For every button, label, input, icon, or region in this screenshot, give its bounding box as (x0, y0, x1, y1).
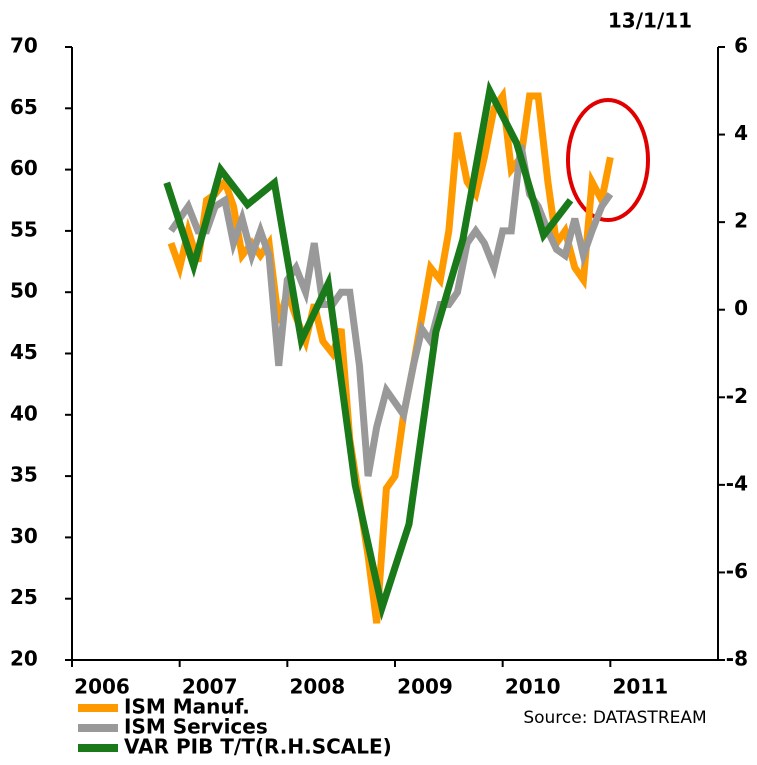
y-tick-label: 50 (10, 279, 38, 303)
legend-label: ISM Manuf. (124, 695, 250, 719)
y-tick-label: 40 (10, 401, 38, 425)
y-tick-label: 25 (10, 585, 38, 609)
y2-tick-label: 6 (734, 34, 748, 58)
x-tick-label: 2009 (397, 675, 453, 699)
legend-label: VAR PIB T/T(R.H.SCALE) (124, 735, 392, 759)
y-tick-label: 65 (10, 95, 38, 119)
x-tick-label: 2007 (182, 675, 238, 699)
y-tick-label: 20 (10, 647, 38, 671)
y2-tick-label: 0 (734, 296, 748, 320)
x-tick-label: 2006 (74, 675, 130, 699)
date-label: 13/1/11 (608, 9, 692, 33)
y-tick-label: 70 (10, 34, 38, 58)
x-tick-label: 2011 (612, 675, 668, 699)
series-line (163, 79, 574, 621)
source: Source: DATASTREAM (523, 708, 706, 728)
y-tick-label: 45 (10, 340, 38, 364)
series-line (167, 86, 614, 624)
y2-tick-label: -8 (726, 647, 748, 671)
y-tick-label: 55 (10, 217, 38, 241)
x-tick-label: 2008 (289, 675, 345, 699)
legend-label: ISM Services (124, 715, 268, 739)
y2-tick-label: -4 (726, 471, 748, 495)
y-tick-label: 35 (10, 463, 38, 487)
highlight-ellipse (566, 98, 650, 222)
y2-tick-label: -6 (726, 559, 748, 583)
y2-tick-label: 2 (734, 209, 748, 233)
y2-tick-label: 4 (734, 121, 748, 145)
y2-tick-label: -2 (726, 384, 748, 408)
y-tick-label: 60 (10, 156, 38, 180)
y-tick-label: 30 (10, 524, 38, 548)
x-tick-label: 2010 (505, 675, 561, 699)
